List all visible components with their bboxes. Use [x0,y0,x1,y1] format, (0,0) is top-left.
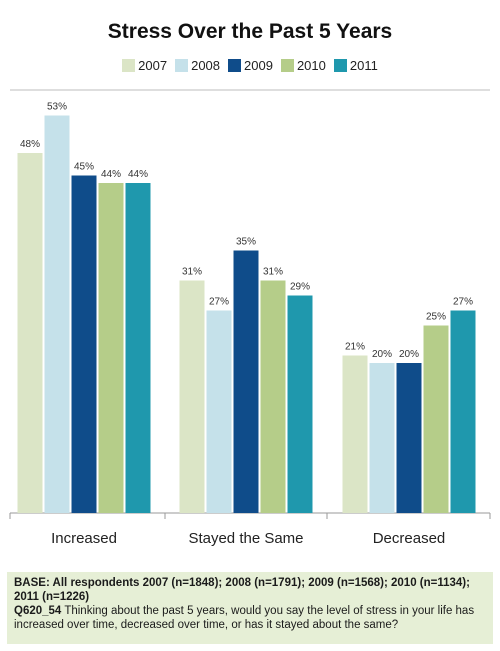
data-label-2008-stayed-the-same: 27% [209,297,229,308]
legend-swatch-2008 [175,59,189,72]
legend-item-2009: 2009 [228,58,273,73]
bar-2008-decreased [369,363,395,513]
bar-2011-increased [125,183,151,513]
data-label-2009-decreased: 20% [399,349,419,360]
chart-title: Stress Over the Past 5 Years [107,20,393,43]
bar-2010-decreased [423,325,449,513]
data-label-2007-decreased: 21% [345,342,365,353]
bar-2009-decreased [396,363,422,513]
legend-label-2009: 2009 [244,58,273,73]
data-label-2011-decreased: 27% [453,297,473,308]
legend-label-2011: 2011 [349,58,378,73]
data-label-2007-increased: 48% [20,139,40,150]
bar-2011-decreased [450,310,476,513]
legend: 2007 2008 2009 2010 2011 [0,58,500,73]
category-label-increased: Increased [51,530,117,547]
data-label-2010-increased: 44% [101,169,121,180]
legend-label-2010: 2010 [296,58,326,73]
footnote-base: BASE: All respondents 2007 (n=1848); 200… [14,577,470,603]
data-label-2011-increased: 44% [128,169,148,180]
legend-item-2011: 2011 [333,58,378,73]
legend-swatch-2007 [122,59,136,72]
data-label-2008-decreased: 20% [372,349,392,360]
bar-2008-stayed-the-same [206,310,232,513]
bar-2007-stayed-the-same [179,280,205,513]
bar-2009-stayed-the-same [233,250,259,513]
legend-swatch-2011 [333,59,347,72]
data-label-2007-stayed-the-same: 31% [182,267,202,278]
legend-swatch-2010 [280,59,294,72]
bar-2011-stayed-the-same [287,295,313,513]
legend-label-2007: 2007 [138,58,168,73]
legend-item-2008: 2008 [175,58,220,73]
legend-label-2008: 2008 [191,58,221,73]
data-label-2010-stayed-the-same: 31% [263,267,283,278]
footnote-question-text: Thinking about the past 5 years, would y… [14,605,475,631]
bar-2010-increased [98,183,124,513]
legend-swatch-2009 [228,59,242,72]
data-label-2010-decreased: 25% [426,312,446,323]
bar-2009-increased [71,175,97,513]
data-label-2009-increased: 45% [74,162,94,173]
category-label-decreased: Decreased [373,530,446,547]
data-label-2011-stayed-the-same: 29% [290,282,310,293]
legend-item-2007: 2007 [122,58,167,73]
footnote: BASE: All respondents 2007 (n=1848); 200… [7,572,493,644]
legend-item-2010: 2010 [280,58,326,73]
bar-2007-decreased [342,355,368,513]
bar-2010-stayed-the-same [260,280,286,513]
data-label-2009-stayed-the-same: 35% [236,237,256,248]
bar-2008-increased [44,115,70,513]
footnote-question-id: Q620_54 [14,605,62,617]
data-label-2008-increased: 53% [47,102,67,113]
bar-2007-increased [17,153,43,513]
category-label-stayed-the-same: Stayed the Same [188,530,303,547]
